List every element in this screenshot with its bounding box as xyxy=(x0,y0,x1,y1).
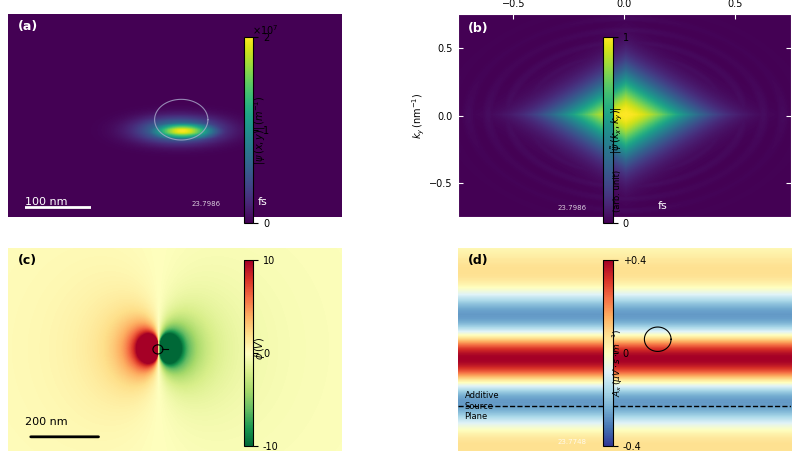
Text: Additive
Source
Plane: Additive Source Plane xyxy=(464,392,499,421)
Text: 23.7986: 23.7986 xyxy=(191,201,221,207)
Text: $\times 10^7$: $\times 10^7$ xyxy=(252,23,278,37)
Text: 200 nm: 200 nm xyxy=(25,417,67,427)
Y-axis label: $k_y\,(\mathrm{nm}^{-1})$: $k_y\,(\mathrm{nm}^{-1})$ xyxy=(411,93,427,139)
Text: (b): (b) xyxy=(467,22,488,35)
Text: $\phi\,(V)$: $\phi\,(V)$ xyxy=(252,337,267,360)
Text: $A_x\,(\mu V\cdot s\cdot m^{-1})$: $A_x\,(\mu V\cdot s\cdot m^{-1})$ xyxy=(610,329,625,397)
Text: $|\tilde{\psi}\,(k_x,k_y)|$: $|\tilde{\psi}\,(k_x,k_y)|$ xyxy=(610,106,626,154)
Text: (a): (a) xyxy=(18,20,38,33)
Text: $|\psi\,(x,y)|\,(m^{-1})$: $|\psi\,(x,y)|\,(m^{-1})$ xyxy=(252,95,268,165)
Text: 23.7986: 23.7986 xyxy=(558,205,587,211)
Text: (d): (d) xyxy=(467,254,488,267)
Text: (c): (c) xyxy=(18,254,37,267)
Text: fs: fs xyxy=(658,201,667,211)
Text: fs: fs xyxy=(258,197,268,207)
Text: 100 nm: 100 nm xyxy=(25,197,67,207)
Text: 23.7748: 23.7748 xyxy=(558,439,586,445)
Text: (arb. unit): (arb. unit) xyxy=(613,170,622,212)
